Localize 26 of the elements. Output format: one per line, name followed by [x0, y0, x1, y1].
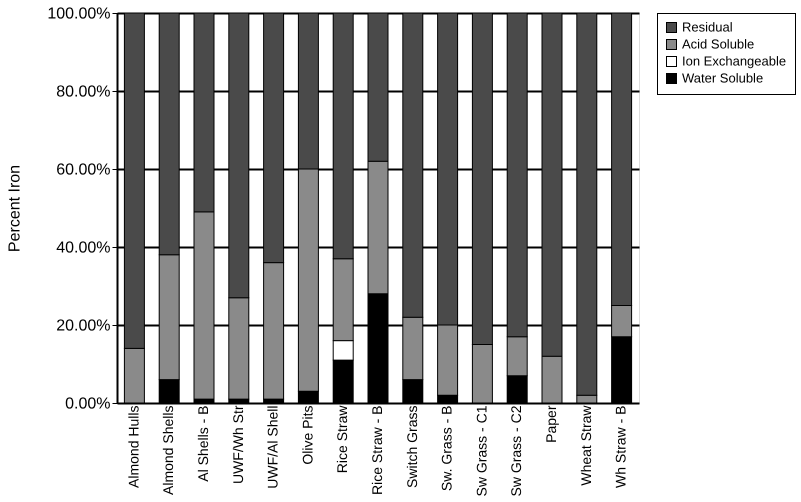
y-tick-label: 0.00%: [65, 396, 110, 412]
x-tick-label: Almond Hulls: [125, 406, 142, 488]
y-tick-label: 20.00%: [56, 318, 110, 334]
legend-label: Acid Soluble: [682, 36, 754, 52]
x-tick-label: UWF/Wh Str: [230, 405, 246, 484]
x-tick-label: UWF/Al Shell: [264, 406, 281, 489]
y-tick-label: 60.00%: [56, 162, 110, 178]
x-tick-label: Wheat Straw: [578, 404, 594, 486]
y-tick-label: 80.00%: [56, 84, 110, 100]
x-tick-label: Almond Shells: [160, 406, 176, 495]
x-tick-label: Sw Grass - C2: [508, 405, 524, 497]
x-tick-label: Wh Straw - B: [612, 406, 629, 488]
legend-label: Water Soluble: [682, 70, 764, 86]
y-tick-label: 40.00%: [56, 240, 110, 256]
x-tick-label: Rice Straw: [334, 404, 350, 474]
y-axis-title: Percent Iron: [6, 164, 24, 252]
x-tick-label: Al Shells - B: [195, 406, 211, 482]
y-tick-label: 100.00%: [47, 6, 110, 22]
x-tick-label: Sw. Grass - B: [438, 406, 455, 492]
x-tick-label: Paper: [543, 405, 559, 443]
x-tick-label: Switch Grass: [404, 406, 420, 488]
x-tick-label: Rice Straw - B: [369, 406, 385, 495]
x-tick-label: Olive Pits: [299, 406, 316, 465]
x-tick-label: Sw Grass - C1: [473, 405, 490, 497]
legend-label: Residual: [682, 20, 733, 34]
legend-label: Ion Exchangeable: [682, 54, 786, 68]
